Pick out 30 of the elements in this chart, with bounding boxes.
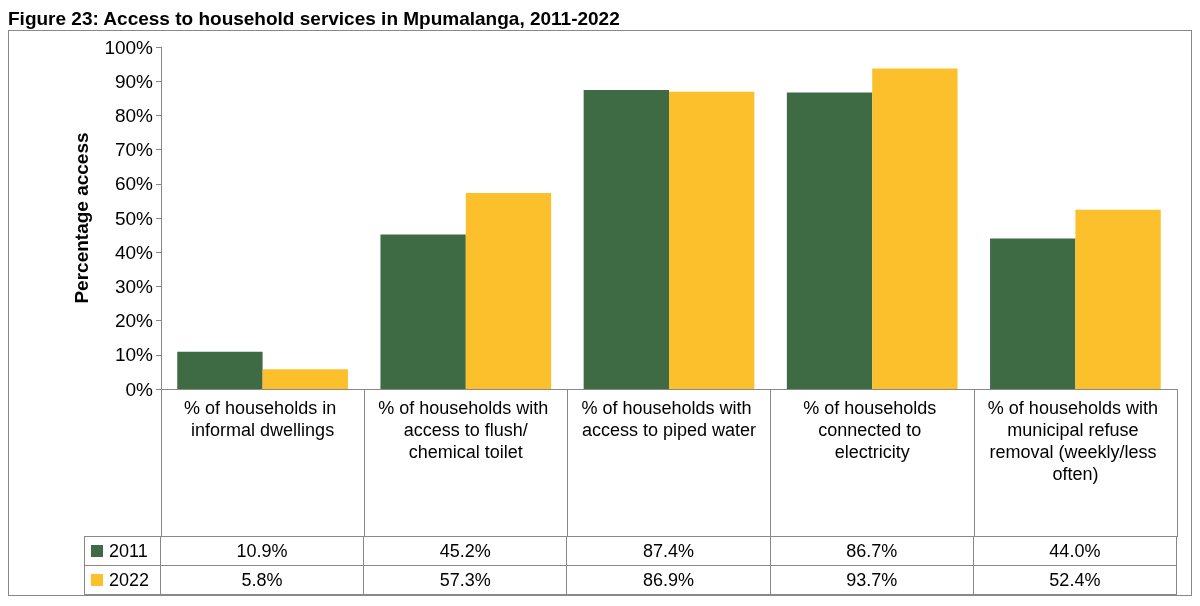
x-tick-label: % of households with municipal refuse removal (weekly/less often) <box>987 398 1163 484</box>
x-tick-label: % of households with access to piped water <box>581 398 757 440</box>
legend-label: 2022 <box>109 569 150 591</box>
x-tick-label: % of households in informal dwellings <box>184 398 342 440</box>
y-tick-label: 10% <box>114 344 154 366</box>
data-label: 86.9% <box>566 565 771 595</box>
y-tick-label: 60% <box>114 173 154 195</box>
chart-title: Figure 23: Access to household services in Mpumalanga, 2011-2022 <box>8 8 621 30</box>
data-label: 5.8% <box>160 565 365 595</box>
data-label: 45.2% <box>363 536 568 566</box>
data-label: 52.4% <box>972 565 1177 595</box>
y-tick-label: 70% <box>114 139 154 161</box>
y-tick-label: 50% <box>114 207 154 229</box>
legend-label: 2011 <box>109 540 148 562</box>
y-tick-label: 40% <box>114 241 154 263</box>
y-tick-label: 20% <box>114 310 154 332</box>
x-tick-label: % of households with access to flush/chemical toilet <box>378 398 554 462</box>
data-label: 10.9% <box>160 536 365 566</box>
data-label: 86.7% <box>769 536 974 566</box>
y-tick-label: 100% <box>104 36 154 58</box>
y-axis-title: Percentage access <box>71 132 92 304</box>
x-tick-label: % of households connected to electricity <box>803 398 942 462</box>
data-label: 87.4% <box>566 536 771 566</box>
y-tick-label: 90% <box>114 70 154 92</box>
y-tick-label: 0% <box>125 378 154 400</box>
data-label: 57.3% <box>363 565 568 595</box>
y-tick-label: 30% <box>114 275 154 297</box>
y-tick-label: 80% <box>114 104 154 126</box>
data-label: 44.0% <box>972 536 1177 566</box>
data-label: 93.7% <box>769 565 974 595</box>
